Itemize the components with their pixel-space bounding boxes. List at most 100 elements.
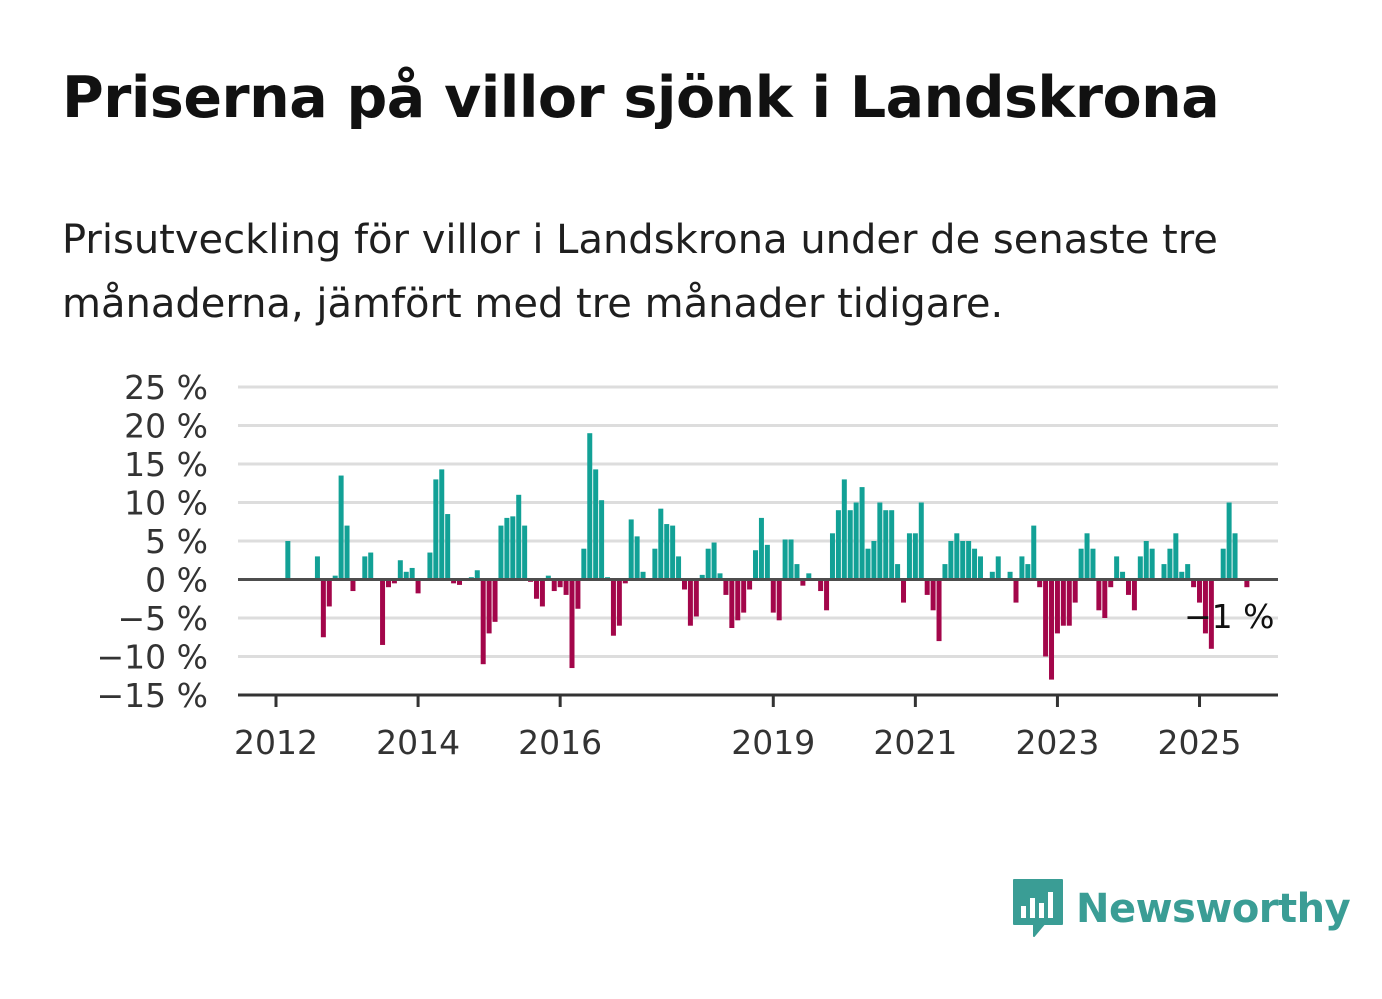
bar	[533, 579, 539, 599]
bar	[871, 541, 877, 580]
bar	[906, 533, 912, 580]
bar	[285, 541, 291, 580]
bar	[1120, 571, 1126, 580]
bar	[1037, 579, 1043, 588]
bar	[859, 487, 865, 580]
bar	[723, 579, 729, 595]
bar	[664, 524, 670, 580]
bar	[1149, 548, 1155, 580]
bar	[368, 552, 374, 580]
bar	[616, 579, 622, 626]
bar	[1220, 548, 1226, 580]
x-tick-label: 2023	[1015, 723, 1099, 762]
bar	[1084, 533, 1090, 580]
bar	[764, 544, 770, 580]
bar	[977, 556, 983, 580]
bar	[942, 564, 948, 580]
bar	[510, 516, 516, 580]
x-tick-label: 2021	[873, 723, 957, 762]
x-tick-label: 2012	[234, 723, 318, 762]
y-tick-label: −10 %	[97, 638, 209, 677]
bar	[445, 514, 451, 580]
bar	[729, 579, 735, 629]
bar	[1108, 579, 1114, 588]
bar	[575, 579, 581, 609]
bar	[901, 579, 907, 603]
bar	[711, 542, 717, 580]
bar	[457, 579, 463, 585]
bar	[628, 519, 634, 580]
bar	[865, 548, 871, 580]
bar	[320, 579, 326, 638]
bar	[610, 579, 616, 636]
bar	[539, 579, 545, 607]
bar	[634, 536, 640, 580]
bar	[326, 579, 332, 607]
bar	[847, 510, 853, 580]
bar	[1019, 556, 1025, 580]
bar	[522, 525, 528, 580]
bar	[415, 579, 421, 594]
bar	[829, 533, 835, 580]
bar	[1185, 564, 1191, 580]
bar	[895, 564, 901, 580]
bar	[930, 579, 936, 611]
bar	[1137, 556, 1143, 580]
bar	[788, 539, 794, 580]
bar	[1226, 502, 1232, 580]
bar	[687, 579, 693, 626]
bar	[652, 548, 658, 580]
bar	[1173, 533, 1179, 580]
bar	[640, 571, 646, 580]
chart-title: Priserna på villor sjönk i Landskrona	[62, 65, 1220, 131]
bar	[960, 541, 966, 580]
bar	[1191, 579, 1197, 588]
bar	[741, 579, 747, 613]
bar	[1125, 579, 1131, 595]
bar	[492, 579, 498, 622]
bar	[776, 579, 782, 621]
bar	[1043, 579, 1049, 657]
bar	[569, 579, 575, 669]
bar	[451, 579, 457, 584]
bar	[545, 575, 551, 580]
bar	[948, 541, 954, 580]
chart-subtitle: Prisutveckling för villor i Landskrona u…	[62, 217, 1218, 327]
x-tick-label: 2014	[376, 723, 460, 762]
bar	[989, 571, 995, 580]
bar	[314, 556, 320, 580]
bar	[504, 517, 510, 580]
bar	[350, 579, 356, 592]
bar	[1013, 579, 1019, 603]
bar	[622, 579, 628, 584]
x-tick-label: 2025	[1158, 723, 1242, 762]
bar	[681, 579, 687, 590]
bar	[747, 579, 753, 590]
bar	[735, 579, 741, 621]
bar	[1244, 579, 1250, 588]
bar	[818, 579, 824, 592]
bar	[705, 548, 711, 580]
bar	[699, 574, 705, 580]
bar	[1066, 579, 1072, 626]
brand-logo: Newsworthy	[1012, 878, 1351, 940]
bar	[1054, 579, 1060, 634]
bar	[498, 525, 504, 580]
bar	[770, 579, 776, 613]
bar	[557, 579, 563, 588]
bar	[758, 517, 764, 580]
bar	[1114, 556, 1120, 580]
bar	[1102, 579, 1108, 618]
bar	[403, 571, 409, 580]
bar	[972, 548, 978, 580]
bar	[362, 556, 368, 580]
y-tick-label: 25 %	[124, 368, 208, 407]
bar	[439, 469, 445, 580]
bar	[516, 494, 522, 580]
y-tick-label: 15 %	[124, 445, 208, 484]
bar	[1049, 579, 1055, 680]
y-tick-label: −15 %	[97, 676, 209, 715]
bar	[1202, 579, 1208, 634]
bar	[599, 500, 605, 580]
bar	[1090, 548, 1096, 580]
